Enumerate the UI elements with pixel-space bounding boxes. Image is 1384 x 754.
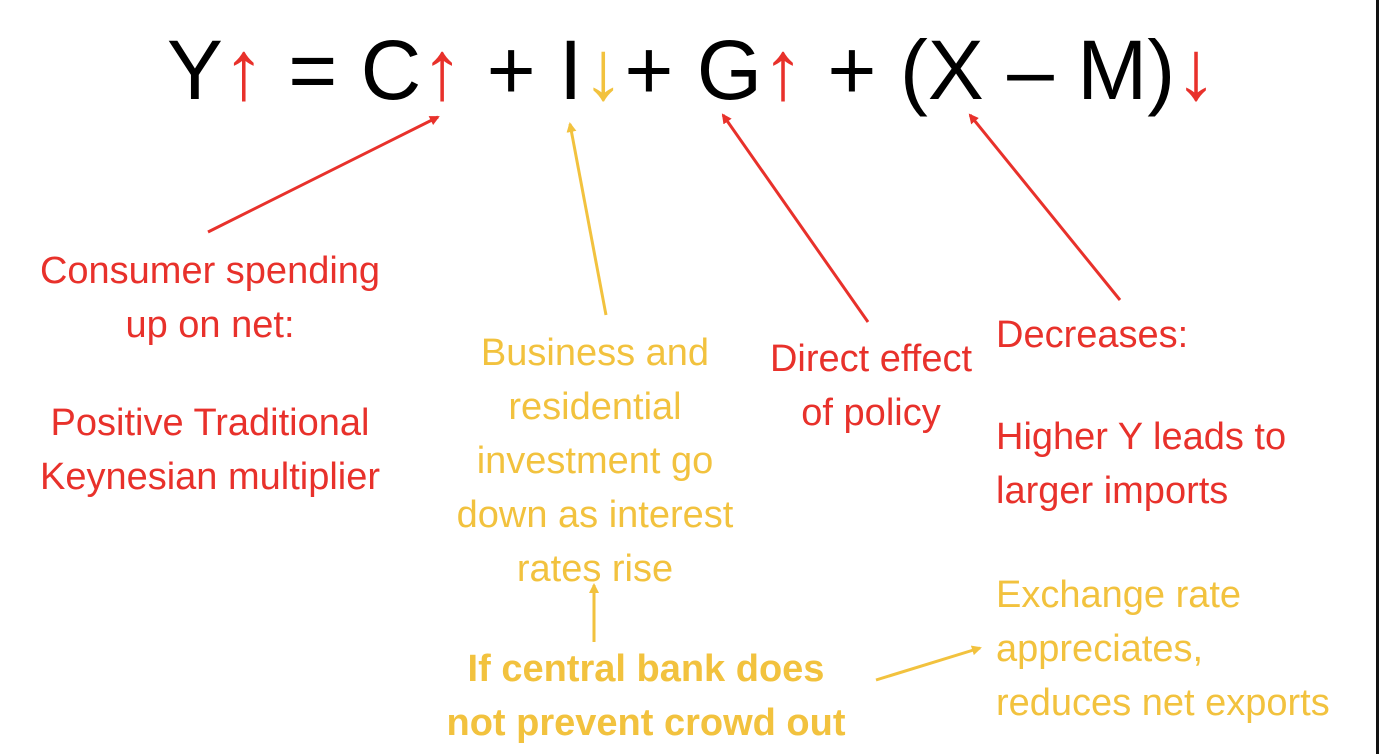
higher-y-imports-label: Higher Y leads to larger imports xyxy=(996,416,1287,512)
eq-y-up-arrow-icon: ↑ xyxy=(222,23,265,117)
eq-c: C xyxy=(360,23,422,117)
eq-nx-down-arrow-icon: ↓ xyxy=(1175,23,1218,117)
eq-net-exports: (X – M) xyxy=(899,23,1176,117)
slide-right-border xyxy=(1376,0,1379,754)
eq-y: Y xyxy=(166,23,223,117)
eq-plus-2: + xyxy=(624,23,697,117)
eq-i-down-arrow-icon: ↓ xyxy=(582,23,625,117)
direct-effect-label: Direct effect of policy xyxy=(769,338,973,434)
eq-plus-1: + xyxy=(463,23,559,117)
eq-g-up-arrow-icon: ↑ xyxy=(762,23,805,117)
exchange-rate-label: Exchange rate appreciates, reduces net e… xyxy=(996,574,1330,724)
arrow-decreases-to-nx xyxy=(968,113,1122,301)
eq-plus-3: + xyxy=(804,23,900,117)
eq-i: I xyxy=(559,23,583,117)
eq-c-up-arrow-icon: ↑ xyxy=(421,23,464,117)
investment-label: Business and residential investment go d… xyxy=(456,332,734,590)
arrow-consumer-to-c xyxy=(207,115,440,234)
consumer-spending-label: Consumer spending up on net: xyxy=(39,250,381,346)
eq-equals: = xyxy=(264,23,361,117)
arrow-investment-to-i xyxy=(566,122,608,316)
decreases-label: Decreases: xyxy=(996,314,1189,356)
keynesian-multiplier-label: Positive Traditional Keynesian multiplie… xyxy=(39,402,381,498)
central-bank-label: If central bank does not prevent crowd o… xyxy=(446,648,846,744)
eq-g: G xyxy=(696,23,763,117)
arrow-policy-to-g xyxy=(721,113,870,323)
arrow-central-bank-to-exchange xyxy=(875,645,982,682)
equation: Y↑ = C↑ + I↓+ G↑ + (X – M)↓ xyxy=(0,20,1384,120)
